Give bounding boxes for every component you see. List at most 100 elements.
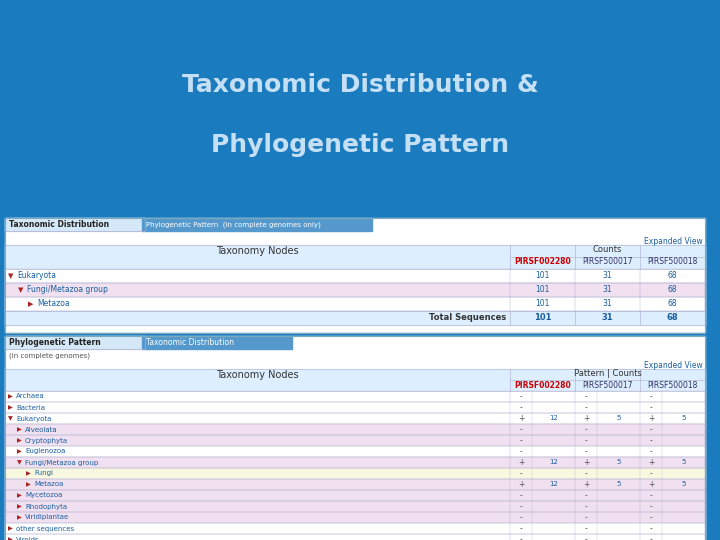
Text: -: - <box>520 469 523 478</box>
Bar <box>5 297 705 311</box>
Bar <box>5 391 705 402</box>
Text: Expanded View: Expanded View <box>644 237 703 246</box>
Text: -: - <box>585 502 588 511</box>
Bar <box>5 336 145 349</box>
Bar <box>5 297 705 311</box>
Text: Metazoa: Metazoa <box>37 300 70 308</box>
Text: 12: 12 <box>549 460 558 465</box>
Bar <box>5 490 705 501</box>
Text: -: - <box>520 524 523 533</box>
Bar <box>5 457 705 468</box>
Text: Fungi/Metazoa group: Fungi/Metazoa group <box>25 460 98 465</box>
Text: Viroids: Viroids <box>16 537 40 540</box>
Text: Viridiplantae: Viridiplantae <box>25 515 69 521</box>
Text: PIRSF500018: PIRSF500018 <box>647 258 698 267</box>
Text: -: - <box>520 491 523 500</box>
Bar <box>5 218 145 231</box>
Bar <box>5 245 705 269</box>
Text: 101: 101 <box>535 286 549 294</box>
Text: -: - <box>649 513 652 522</box>
Text: ▼: ▼ <box>8 273 14 279</box>
Text: -: - <box>585 403 588 412</box>
Text: ▼: ▼ <box>18 287 23 293</box>
Bar <box>5 218 705 333</box>
Text: ▶: ▶ <box>26 482 31 487</box>
Text: Alveolata: Alveolata <box>25 427 58 433</box>
Text: Fungi/Metazoa group: Fungi/Metazoa group <box>27 286 108 294</box>
Text: 101: 101 <box>535 300 549 308</box>
Text: -: - <box>585 436 588 445</box>
Bar <box>5 336 705 540</box>
Bar <box>5 311 705 325</box>
Bar <box>5 457 705 468</box>
Text: +: + <box>582 480 589 489</box>
Bar <box>5 435 705 446</box>
Text: 5: 5 <box>681 460 685 465</box>
Text: Phylogenetic Pattern: Phylogenetic Pattern <box>211 133 509 157</box>
Text: -: - <box>585 491 588 500</box>
Text: other sequences: other sequences <box>16 525 74 531</box>
Bar <box>5 512 705 523</box>
Text: +: + <box>518 480 524 489</box>
Text: -: - <box>520 535 523 540</box>
Bar <box>5 402 705 413</box>
Bar <box>5 479 705 490</box>
Text: ▶: ▶ <box>17 427 22 432</box>
Text: -: - <box>649 535 652 540</box>
Text: 12: 12 <box>549 415 558 422</box>
Text: Archaea: Archaea <box>16 394 45 400</box>
Bar <box>5 369 705 391</box>
Bar <box>5 283 705 297</box>
Text: -: - <box>649 524 652 533</box>
Text: -: - <box>520 425 523 434</box>
Text: -: - <box>649 436 652 445</box>
Bar <box>5 245 705 269</box>
Bar <box>5 534 705 540</box>
Text: 12: 12 <box>549 482 558 488</box>
Bar <box>0 0 720 218</box>
Text: 31: 31 <box>603 286 612 294</box>
Text: +: + <box>518 458 524 467</box>
Text: Counts: Counts <box>593 246 622 254</box>
Text: 5: 5 <box>681 482 685 488</box>
Text: Taxonomic Distribution: Taxonomic Distribution <box>146 338 234 347</box>
Bar <box>5 269 705 283</box>
Text: 5: 5 <box>616 482 621 488</box>
Text: -: - <box>520 392 523 401</box>
Text: PIRSF500018: PIRSF500018 <box>647 381 698 389</box>
Text: 68: 68 <box>667 286 678 294</box>
Text: -: - <box>520 436 523 445</box>
Text: +: + <box>582 414 589 423</box>
Text: Eukaryota: Eukaryota <box>17 272 56 280</box>
Text: Euglenozoa: Euglenozoa <box>25 449 66 455</box>
Text: Cryptophyta: Cryptophyta <box>25 437 68 443</box>
Text: ▶: ▶ <box>17 438 22 443</box>
Text: -: - <box>585 469 588 478</box>
Text: +: + <box>648 480 654 489</box>
Text: Phylogenetic Pattern  (in complete genomes only): Phylogenetic Pattern (in complete genome… <box>146 221 321 228</box>
Bar <box>5 512 705 523</box>
Text: Bacteria: Bacteria <box>16 404 45 410</box>
Bar <box>5 369 705 391</box>
Bar <box>5 424 705 435</box>
Bar <box>5 336 145 349</box>
Text: PIRSF002280: PIRSF002280 <box>514 258 571 267</box>
Text: Phylogenetic Pattern: Phylogenetic Pattern <box>9 338 101 347</box>
Text: PIRSF002280: PIRSF002280 <box>514 381 571 389</box>
Bar <box>5 534 705 540</box>
Text: 5: 5 <box>616 460 621 465</box>
Text: ▶: ▶ <box>17 449 22 454</box>
Bar <box>5 501 705 512</box>
Text: Taxonomic Distribution &: Taxonomic Distribution & <box>181 73 539 97</box>
Text: -: - <box>585 535 588 540</box>
Text: Eukaryota: Eukaryota <box>16 415 51 422</box>
Text: 68: 68 <box>667 300 678 308</box>
Text: 101: 101 <box>535 272 549 280</box>
Bar <box>5 218 705 333</box>
Text: ▶: ▶ <box>17 515 22 520</box>
Bar <box>5 446 705 457</box>
Bar <box>5 311 705 325</box>
Text: -: - <box>649 425 652 434</box>
Text: -: - <box>585 392 588 401</box>
Text: ▶: ▶ <box>8 394 13 399</box>
